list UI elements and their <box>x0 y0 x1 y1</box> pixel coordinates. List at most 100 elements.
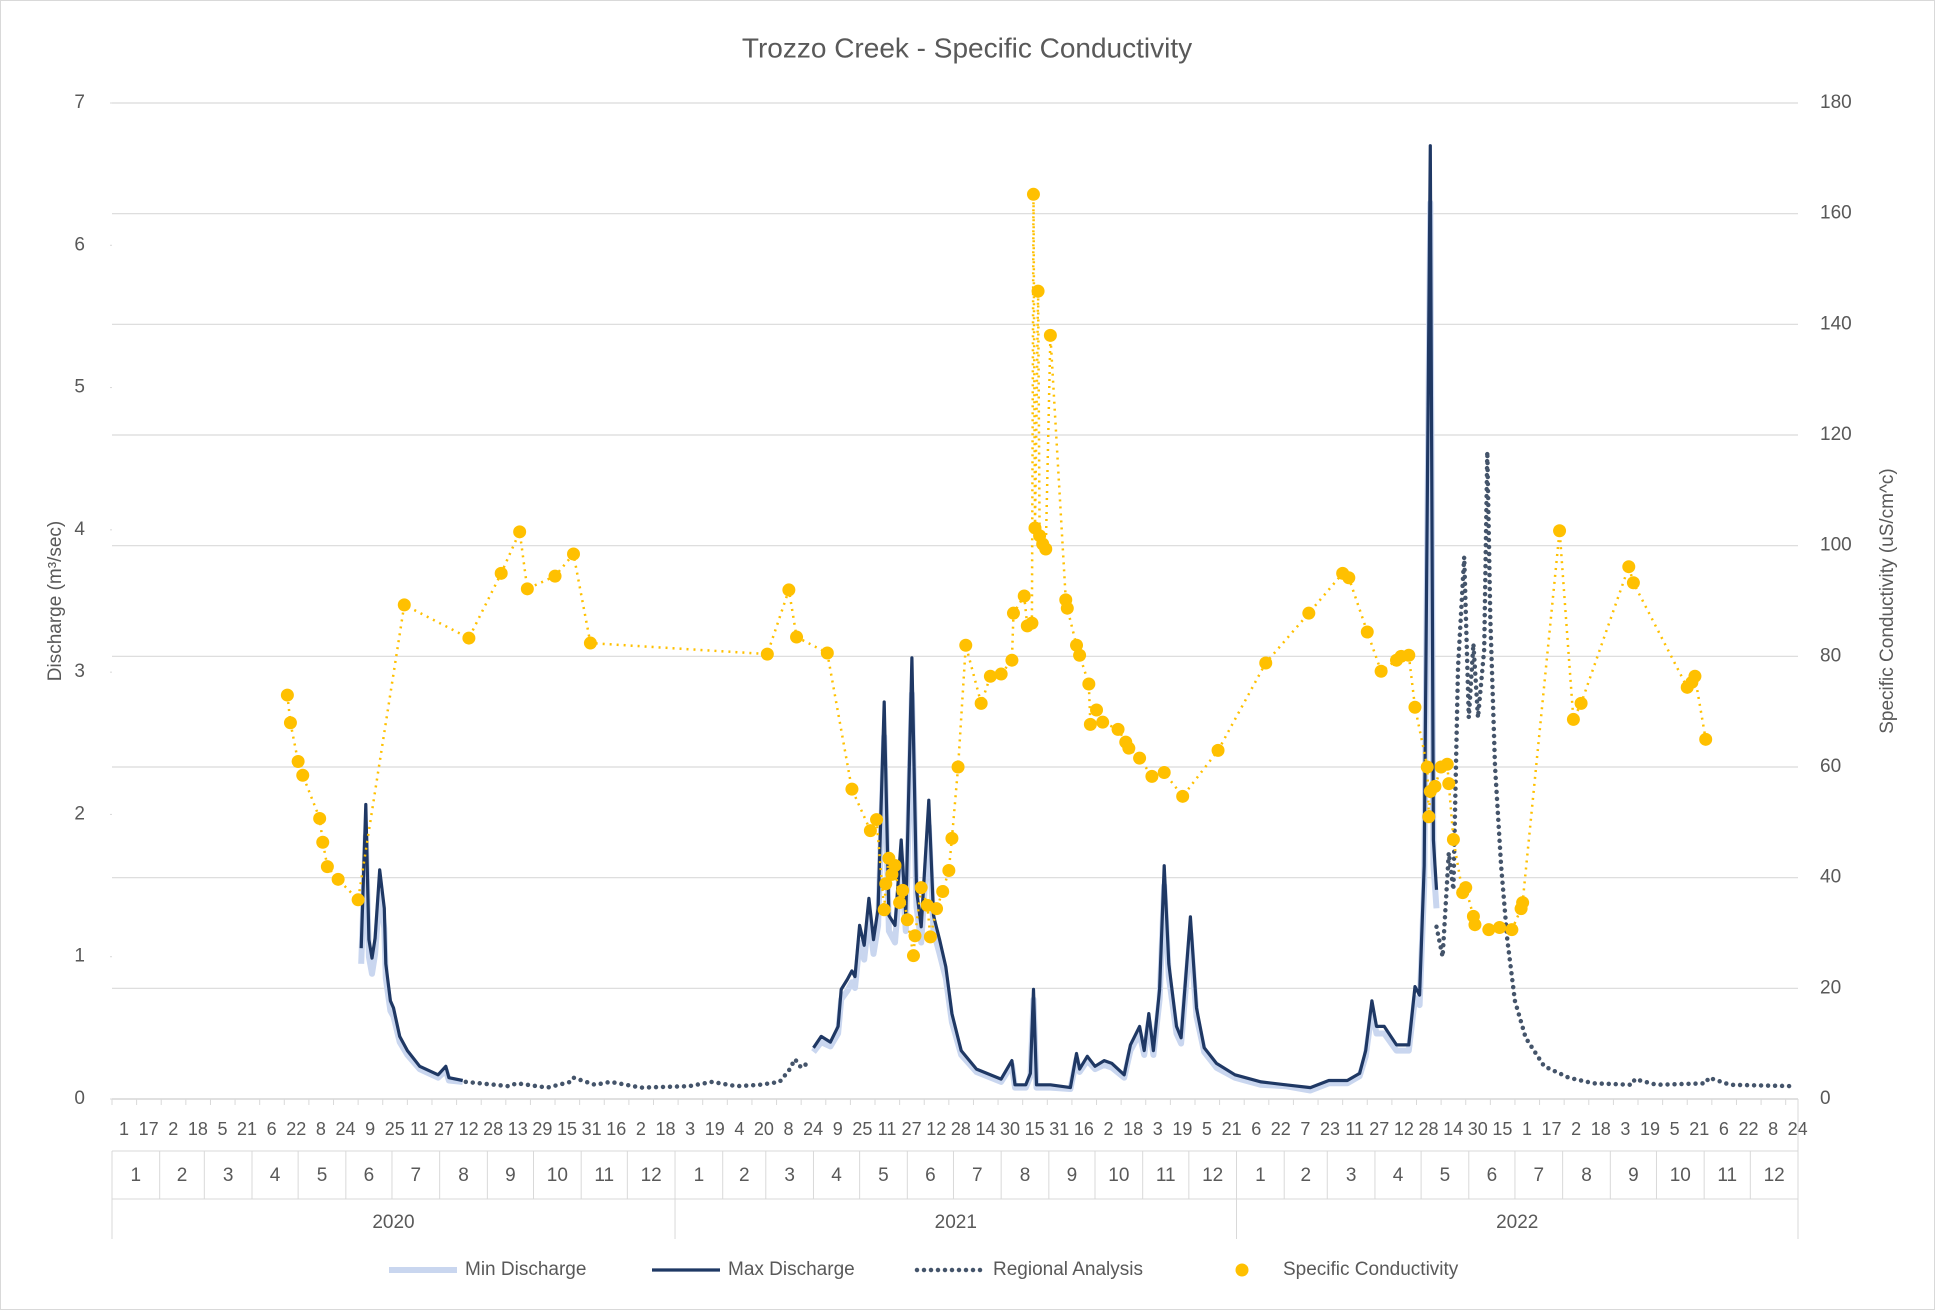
data-point <box>1111 722 1125 736</box>
legend-label: Min Discharge <box>465 1259 586 1280</box>
series-connector <box>286 194 1707 956</box>
data-point <box>1459 881 1473 895</box>
y2-tick-label: 60 <box>1820 756 1841 777</box>
x-tick-label: 14 <box>1443 1119 1463 1139</box>
data-point <box>900 913 914 927</box>
x-tick-label: 18 <box>188 1119 208 1139</box>
y-tick-label: 7 <box>74 92 85 113</box>
data-point <box>1482 923 1496 937</box>
data-point <box>1374 664 1388 678</box>
month-label: 4 <box>1393 1165 1404 1186</box>
month-label: 6 <box>364 1165 375 1186</box>
month-label: 12 <box>641 1165 662 1186</box>
x-tick-label: 12 <box>1394 1119 1414 1139</box>
year-label: 2021 <box>935 1212 977 1233</box>
x-tick-label: 15 <box>557 1119 577 1139</box>
data-point <box>945 831 959 845</box>
data-point <box>1005 653 1019 667</box>
month-label: 7 <box>972 1165 983 1186</box>
x-tick-label: 5 <box>1202 1119 1212 1139</box>
x-tick-label: 8 <box>784 1119 794 1139</box>
month-label: 11 <box>1717 1165 1737 1186</box>
x-tick-label: 5 <box>1670 1119 1680 1139</box>
data-point <box>316 835 330 849</box>
y-tick-label: 1 <box>74 946 85 967</box>
x-tick-label: 19 <box>1172 1119 1192 1139</box>
data-point <box>513 525 527 539</box>
month-label: 9 <box>1628 1165 1639 1186</box>
y-tick-label: 0 <box>74 1088 85 1109</box>
month-label: 4 <box>831 1165 842 1186</box>
x-tick-label: 12 <box>926 1119 946 1139</box>
y2-tick-label: 80 <box>1820 645 1841 666</box>
month-label: 11 <box>594 1165 614 1186</box>
year-label: 2020 <box>372 1212 414 1233</box>
month-label: 10 <box>547 1165 568 1186</box>
y2-tick-label: 20 <box>1820 977 1841 998</box>
x-tick-label: 9 <box>833 1119 843 1139</box>
data-point <box>936 885 950 898</box>
data-point <box>879 877 893 891</box>
data-point <box>1566 712 1580 726</box>
month-label: 7 <box>411 1165 422 1186</box>
data-point <box>1428 779 1442 793</box>
legend-label: Max Discharge <box>728 1259 855 1280</box>
x-tick-label: 6 <box>1251 1119 1261 1139</box>
x-tick-label: 18 <box>1123 1119 1143 1139</box>
x-tick-label: 27 <box>902 1119 922 1139</box>
x-tick-label: 3 <box>685 1119 695 1139</box>
x-tick-label: 6 <box>1719 1119 1729 1139</box>
y2-tick-label: 40 <box>1820 867 1841 888</box>
x-tick-label: 15 <box>1025 1119 1045 1139</box>
x-tick-label: 1 <box>119 1119 129 1139</box>
data-point <box>1360 625 1374 639</box>
x-tick-label: 11 <box>878 1119 897 1139</box>
data-point <box>1073 648 1087 662</box>
month-label: 8 <box>1020 1165 1031 1186</box>
x-tick-label: 19 <box>705 1119 725 1139</box>
x-tick-label: 28 <box>1418 1119 1438 1139</box>
x-tick-label: 12 <box>459 1119 479 1139</box>
y-tick-label: 4 <box>74 519 85 540</box>
y-axis-label: Discharge (m³/sec) <box>45 521 66 681</box>
data-point <box>1493 920 1507 934</box>
month-label: 5 <box>1440 1165 1451 1186</box>
data-point <box>1043 328 1057 342</box>
x-tick-label: 6 <box>267 1119 277 1139</box>
x-tick-label: 20 <box>754 1119 774 1139</box>
month-label: 8 <box>1581 1165 1592 1186</box>
data-point <box>1039 542 1053 556</box>
data-point <box>893 896 907 910</box>
data-point <box>760 647 774 661</box>
data-point <box>1145 769 1159 783</box>
x-tick-label: 28 <box>483 1119 503 1139</box>
y2-tick-label: 140 <box>1820 313 1852 334</box>
x-tick-label: 7 <box>1300 1119 1310 1139</box>
data-point <box>1031 284 1045 298</box>
data-point <box>951 760 965 774</box>
data-point <box>1025 616 1039 630</box>
x-tick-label: 2 <box>1571 1119 1581 1139</box>
x-tick-label: 21 <box>1689 1119 1709 1139</box>
x-tick-label: 24 <box>336 1119 356 1139</box>
month-label: 2 <box>739 1165 750 1186</box>
y2-axis-label: Specific Conductivity (uS/cm^c) <box>1877 468 1898 734</box>
legend-label: Regional Analysis <box>993 1259 1143 1280</box>
x-tick-label: 27 <box>434 1119 454 1139</box>
month-label: 10 <box>1108 1165 1129 1186</box>
data-point <box>906 949 920 963</box>
y2-tick-label: 120 <box>1820 424 1852 445</box>
x-tick-label: 21 <box>237 1119 257 1139</box>
data-point <box>1553 524 1567 538</box>
y2-tick-label: 100 <box>1820 535 1852 556</box>
month-label: 2 <box>1300 1165 1311 1186</box>
data-point <box>1446 832 1460 846</box>
x-tick-label: 2 <box>636 1119 646 1139</box>
data-point <box>1157 766 1171 780</box>
data-point <box>1082 677 1096 691</box>
series-line <box>463 451 1798 1090</box>
x-tick-label: 15 <box>1492 1119 1512 1139</box>
data-point <box>548 569 562 583</box>
x-tick-label: 16 <box>1074 1119 1094 1139</box>
x-tick-label: 8 <box>316 1119 326 1139</box>
